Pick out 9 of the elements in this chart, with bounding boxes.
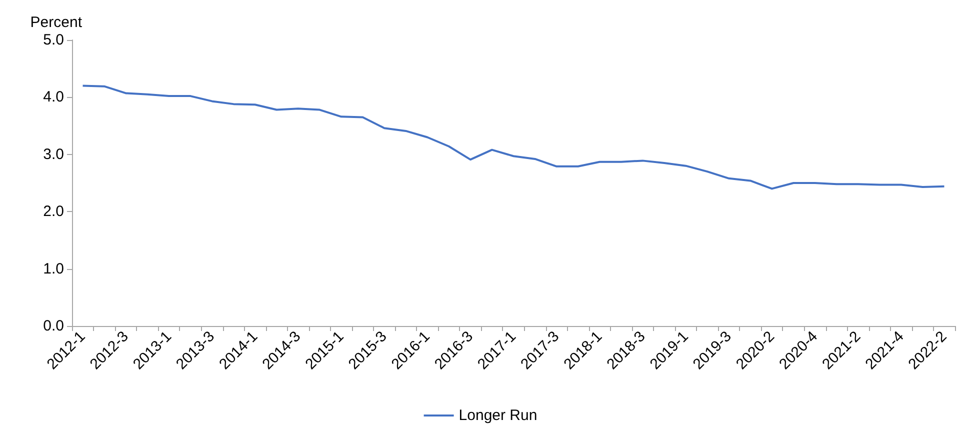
y-tick-label: 4.0 (43, 88, 64, 106)
y-tick-label: 2.0 (43, 203, 64, 220)
legend-label: Longer Run (458, 407, 538, 424)
y-tick-label: 1.0 (43, 260, 64, 278)
y-tick-label: 0.0 (43, 318, 64, 334)
y-tick-label: 3.0 (43, 146, 64, 163)
y-axis-title: Percent (30, 14, 83, 31)
y-tick-label: 5.0 (43, 32, 64, 48)
line-series (82, 84, 946, 190)
